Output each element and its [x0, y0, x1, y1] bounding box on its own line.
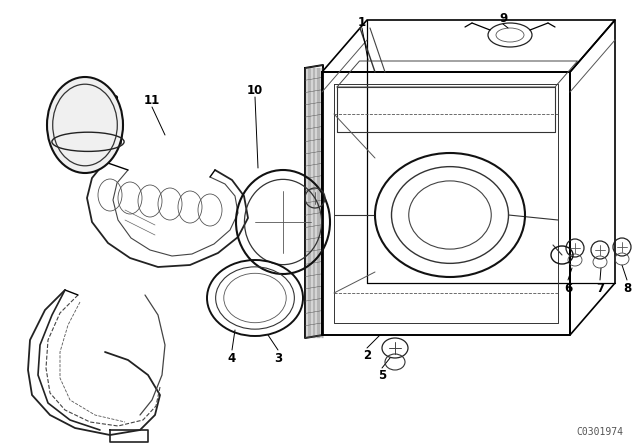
Text: 2: 2	[363, 349, 371, 362]
Text: 10: 10	[247, 83, 263, 96]
Text: 3: 3	[274, 352, 282, 365]
Text: 9: 9	[499, 12, 507, 25]
Ellipse shape	[47, 77, 123, 173]
Text: 1: 1	[358, 16, 366, 29]
Text: 4: 4	[228, 352, 236, 365]
Text: 7: 7	[596, 281, 604, 294]
Text: 11: 11	[144, 94, 160, 107]
Text: 12: 12	[104, 94, 120, 107]
Text: C0301974: C0301974	[577, 427, 623, 437]
Text: 6: 6	[564, 281, 572, 294]
Text: 5: 5	[378, 369, 386, 382]
Text: 8: 8	[623, 281, 631, 294]
